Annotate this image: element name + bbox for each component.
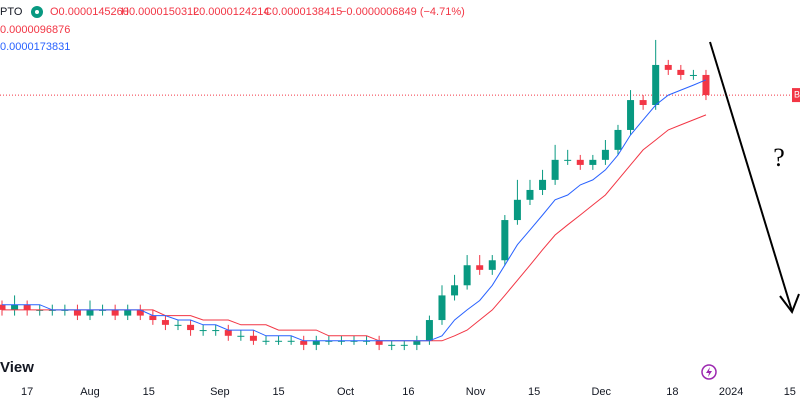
- price-tag-label: B: [794, 89, 800, 99]
- symbol: PTO: [0, 6, 23, 18]
- candle-body: [388, 344, 396, 346]
- annotation: ?: [773, 143, 785, 172]
- x-tick-label: 15: [784, 386, 796, 398]
- candle-body: [23, 304, 31, 310]
- candle-body: [174, 324, 182, 326]
- candle-body: [249, 335, 257, 341]
- ohlc-open: O0.0000145260: [50, 6, 129, 18]
- arrow-head: [779, 293, 800, 315]
- candle-body: [551, 159, 559, 180]
- candle-body: [300, 340, 308, 345]
- candle-body: [287, 340, 295, 342]
- candle-body: [564, 159, 572, 161]
- candle-body: [463, 265, 471, 286]
- x-tick-label: 15: [528, 386, 540, 398]
- ohlc-high: H0.0000150312: [121, 6, 199, 18]
- candle-body: [400, 344, 408, 346]
- x-tick-label: 17: [21, 386, 33, 398]
- candle-body: [652, 64, 660, 105]
- x-tick-label: Aug: [80, 386, 100, 398]
- x-tick-label: 2024: [719, 386, 743, 398]
- x-tick-label: 15: [143, 386, 155, 398]
- candle-body: [438, 295, 446, 321]
- candle-body: [224, 330, 232, 336]
- candle-body: [312, 340, 320, 345]
- candle-body: [425, 320, 433, 341]
- candle-body: [149, 315, 157, 321]
- candle-body: [451, 285, 459, 296]
- candle-body: [111, 309, 119, 316]
- candle-body: [237, 335, 245, 337]
- ohlc-low: L0.0000124214: [193, 6, 269, 18]
- plot-area: B: [0, 39, 800, 351]
- candle-body: [413, 340, 421, 345]
- candle-body: [262, 340, 270, 342]
- x-tick-label: Dec: [591, 386, 611, 398]
- candle-body: [689, 74, 697, 76]
- candle-body: [0, 304, 6, 310]
- legend-value: 0.0000096876: [0, 24, 70, 36]
- candle-body: [539, 179, 547, 190]
- candle-body: [664, 64, 672, 70]
- legend-value: 0.0000173831: [0, 41, 70, 53]
- candle-body: [614, 129, 622, 150]
- candle-body: [161, 320, 169, 325]
- moving-average-line: [2, 79, 707, 342]
- icon-bolt: [706, 367, 712, 377]
- candle-body: [526, 189, 534, 200]
- x-tick-label: 15: [272, 386, 284, 398]
- visibility-icon[interactable]: [31, 6, 43, 18]
- candle-body: [73, 309, 81, 316]
- candle-body: [476, 265, 484, 270]
- candle-body: [136, 309, 144, 316]
- candle-body: [212, 330, 220, 332]
- watermark: View: [0, 359, 34, 376]
- candle-body: [513, 199, 521, 221]
- candle-body: [86, 309, 94, 316]
- candle-body: [124, 309, 132, 316]
- candle-body: [589, 159, 597, 165]
- candle-body: [11, 304, 19, 310]
- x-tick-label: 18: [666, 386, 678, 398]
- icon-eye: [35, 10, 39, 14]
- candle-body: [501, 220, 509, 261]
- price-tag: [792, 88, 800, 103]
- x-tick-label: Sep: [210, 386, 230, 398]
- x-tick-label: Nov: [466, 386, 486, 398]
- candle-body: [488, 260, 496, 270]
- candle-body: [627, 100, 635, 130]
- candle-body: [375, 340, 383, 345]
- arrow-line: [709, 41, 793, 312]
- candle-body: [275, 340, 283, 342]
- candle-body: [677, 69, 685, 75]
- ohlc-change: −0.0000006849 (−4.71%): [340, 6, 465, 18]
- event-icon[interactable]: [701, 364, 717, 380]
- candle-body: [199, 330, 207, 332]
- candle-body: [601, 149, 609, 160]
- candle-body: [576, 159, 584, 165]
- candle-body: [639, 100, 647, 105]
- x-tick-label: 16: [402, 386, 414, 398]
- x-tick-label: Oct: [337, 386, 354, 398]
- ohlc-close: C0.0000138415: [264, 6, 342, 18]
- candle-body: [702, 74, 710, 96]
- candle-body: [187, 324, 195, 331]
